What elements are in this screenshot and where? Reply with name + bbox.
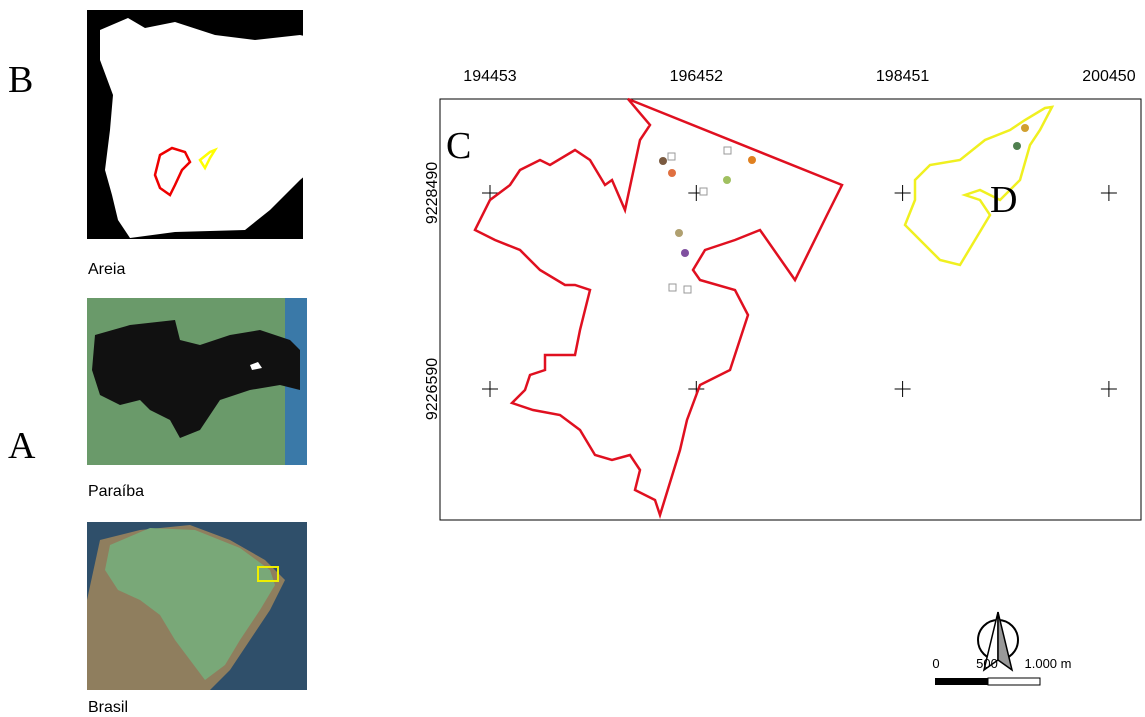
y-coordinate-label: 9228490 [424, 162, 441, 224]
y-coordinate-label: 9226590 [424, 358, 441, 420]
scale-segment [988, 678, 1040, 685]
panel-letter: A [8, 425, 36, 467]
scale-label: 1.000 m [1025, 656, 1072, 671]
area-letter: D [990, 179, 1017, 221]
x-coordinate-label: 194453 [463, 68, 516, 85]
scale-label: 500 [976, 656, 998, 671]
x-coordinate-label: 200450 [1082, 68, 1135, 85]
scale-label: 0 [932, 656, 939, 671]
areia-shape [100, 18, 400, 238]
area-letter: C [446, 125, 471, 167]
figure: B Areia A Paraíba Brasil 194453 196452 198… [0, 0, 1145, 717]
panel-caption: Paraíba [88, 483, 144, 500]
panel-caption: Brasil [88, 699, 128, 716]
x-coordinate-label: 196452 [670, 68, 723, 85]
panel-caption: Areia [88, 261, 125, 278]
scale-segment [935, 678, 988, 685]
panel-letter: B [8, 59, 33, 101]
x-coordinate-label: 198451 [876, 68, 929, 85]
